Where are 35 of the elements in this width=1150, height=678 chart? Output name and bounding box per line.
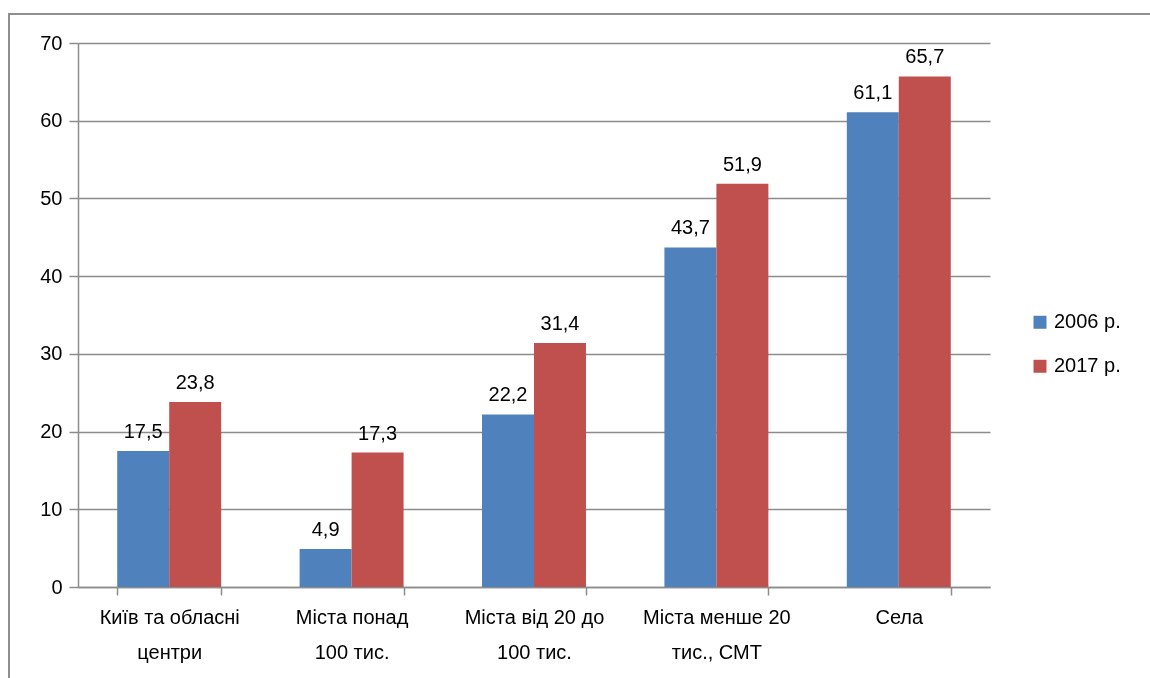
bar — [299, 548, 352, 587]
bar — [716, 183, 769, 587]
x-tick-label: Міста понад 100 тис. — [295, 605, 409, 663]
data-label: 43,7 — [670, 216, 710, 239]
bar — [534, 342, 586, 587]
data-label: 51,9 — [722, 152, 762, 175]
x-tick-label: Київ та обласні центри — [99, 605, 240, 663]
y-tick-label: 60 — [40, 109, 63, 132]
legend-label: 2017 р. — [1054, 354, 1121, 377]
data-label: 65,7 — [905, 45, 945, 68]
y-tick-label: 20 — [40, 420, 63, 443]
data-label: 23,8 — [175, 371, 215, 394]
data-label: 17,5 — [123, 420, 163, 442]
bar — [482, 414, 534, 587]
y-tick-label: 10 — [40, 497, 63, 520]
y-tick-label: 30 — [40, 342, 63, 365]
y-tick-label: 70 — [40, 31, 63, 54]
bar — [664, 247, 717, 587]
bar — [169, 402, 222, 587]
x-tick-label: Міста менше 20 тис., СМТ — [643, 605, 791, 663]
x-tick-label: Села — [875, 605, 925, 628]
bar — [351, 452, 404, 587]
y-tick-label: 0 — [51, 575, 63, 598]
bar — [898, 76, 951, 587]
data-label: 31,4 — [540, 311, 580, 334]
data-label: 17,3 — [358, 421, 398, 444]
bar — [846, 112, 899, 587]
y-tick-label: 40 — [40, 264, 63, 287]
data-label: 4,9 — [311, 517, 340, 540]
data-label: 22,2 — [488, 383, 528, 406]
legend-label: 2006 р. — [1054, 310, 1121, 333]
x-tick-label: Міста від 20 до 100 тис. — [464, 605, 605, 663]
data-label: 61,1 — [853, 81, 893, 104]
bar — [117, 451, 170, 587]
y-tick-label: 50 — [40, 186, 63, 209]
